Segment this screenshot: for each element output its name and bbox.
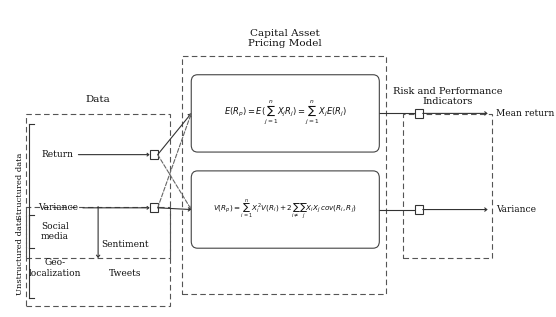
Text: Capital Asset
Pricing Model: Capital Asset Pricing Model [247,29,321,48]
Bar [150,150,158,159]
Text: $V(R_p) = \sum_{i=1}^{n} X_i^2 V(R_i) + 2\sum_{i\neq}\sum_{j} X_i X_j\,cov(R_i,R: $V(R_p) = \sum_{i=1}^{n} X_i^2 V(R_i) + … [214,198,357,221]
Text: Structured data: Structured data [16,152,24,220]
Text: Variance: Variance [38,203,78,212]
Text: Mean return: Mean return [496,109,554,118]
FancyBboxPatch shape [191,75,379,152]
Text: Return: Return [42,150,74,159]
Text: Sentiment: Sentiment [101,240,149,249]
Bar [415,205,423,214]
Text: Unstructured data: Unstructured data [16,217,24,295]
Text: Social
media: Social media [41,222,69,241]
Bar [403,114,492,258]
Text: Variance: Variance [496,205,536,214]
FancyBboxPatch shape [191,171,379,248]
Bar [27,114,170,258]
Bar [27,207,170,306]
Text: Geo-
localization: Geo- localization [29,258,81,278]
Bar [182,56,386,294]
Text: Tweets: Tweets [109,269,141,278]
Text: $E(R_p) = E(\sum_{j=1}^{n} X_j R_j) = \sum_{j=1}^{n} X_j E(R_j)$: $E(R_p) = E(\sum_{j=1}^{n} X_j R_j) = \s… [224,99,347,127]
Text: Risk and Performance
Indicators: Risk and Performance Indicators [393,87,502,107]
Bar [415,109,423,118]
Text: Data: Data [86,95,111,105]
Bar [150,203,158,212]
